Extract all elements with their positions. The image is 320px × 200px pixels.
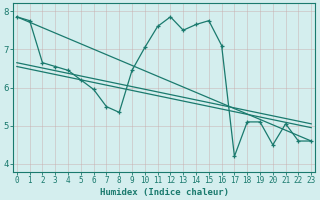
X-axis label: Humidex (Indice chaleur): Humidex (Indice chaleur) [100, 188, 228, 197]
